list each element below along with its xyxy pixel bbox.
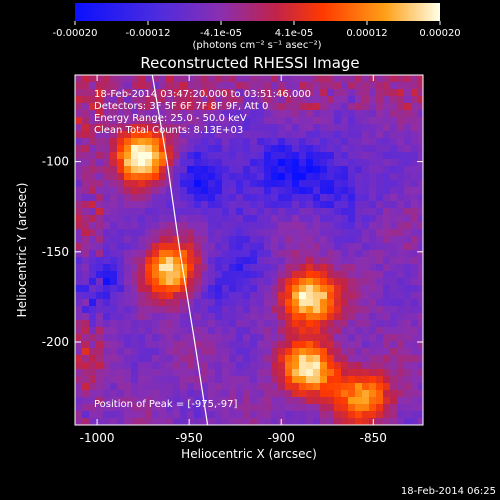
y-tick-label: -100 xyxy=(42,155,69,169)
x-tick-label: -850 xyxy=(360,431,387,445)
x-axis-label: Heliocentric X (arcsec) xyxy=(181,447,317,461)
plot-frame xyxy=(74,74,424,426)
colorbar xyxy=(75,3,440,21)
plot-title: Reconstructed RHESSI Image xyxy=(140,54,359,72)
colorbar-tick-label: -0.00020 xyxy=(53,28,98,39)
colorbar-tick-label: 0.00020 xyxy=(419,28,460,39)
colorbar-tick-label: 0.00012 xyxy=(346,28,387,39)
energy-range-label: Energy Range: 25.0 - 50.0 keV xyxy=(94,113,247,124)
y-tick-label: -150 xyxy=(42,245,69,259)
y-axis-label: Heliocentric Y (arcsec) xyxy=(15,183,29,318)
colorbar-tick-label: -0.00012 xyxy=(126,28,171,39)
x-tick-label: -900 xyxy=(268,431,295,445)
x-tick-label: -950 xyxy=(176,431,203,445)
time-range-label: 18-Feb-2014 03:47:20.000 to 03:51:46.000 xyxy=(94,89,311,100)
footer-timestamp: 18-Feb-2014 06:25 xyxy=(401,486,496,497)
colorbar-unit-label: (photons cm⁻² s⁻¹ asec⁻²) xyxy=(192,40,321,51)
peak-position-label: Position of Peak = [-975,-97] xyxy=(94,399,238,410)
rhessi-heatmap xyxy=(75,75,423,425)
x-tick-label: -1000 xyxy=(80,431,115,445)
colorbar-tick-label: -4.1e-05 xyxy=(200,28,242,39)
solar-limb-line xyxy=(151,75,209,425)
colorbar-tick-label: 4.1e-05 xyxy=(275,28,313,39)
clean-counts-label: Clean Total Counts: 8.13E+03 xyxy=(94,125,243,136)
detectors-label: Detectors: 3F 5F 6F 7F 8F 9F, Att 0 xyxy=(94,101,268,112)
colorbar-axis: -0.00020 -0.00012 -4.1e-05 4.1e-05 0.00012 0.… xyxy=(53,21,461,39)
axis-ticks: -1000 -950 -900 -850 -100 -150 -200 xyxy=(42,75,423,445)
y-tick-label: -200 xyxy=(42,335,69,349)
